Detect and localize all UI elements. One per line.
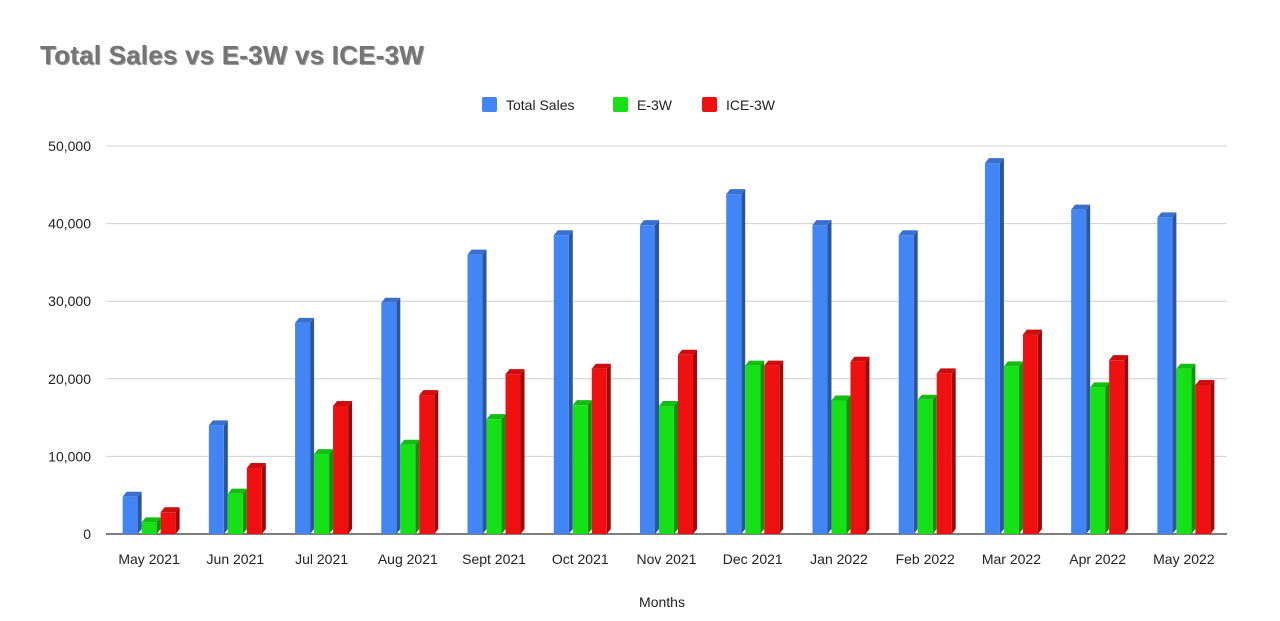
chart-title: Total Sales vs E-3W vs ICE-3W xyxy=(40,40,424,70)
bar xyxy=(208,420,228,534)
bar xyxy=(1195,380,1215,534)
bar xyxy=(419,390,439,534)
y-axis-ticks: 0 10,000 20,000 30,000 40,000 50,000 xyxy=(48,138,91,542)
bar xyxy=(1022,329,1042,534)
y-tick-label: 40,000 xyxy=(48,216,91,232)
bar xyxy=(314,449,334,534)
legend-label: ICE-3W xyxy=(726,97,776,113)
bar xyxy=(400,439,420,534)
bar xyxy=(984,158,1004,534)
bar xyxy=(1090,382,1110,534)
bar xyxy=(831,395,851,534)
bar xyxy=(1176,363,1196,534)
legend-swatch xyxy=(702,97,717,112)
y-tick-label: 0 xyxy=(83,526,91,542)
bar xyxy=(917,394,937,534)
x-tick-label: Feb 2022 xyxy=(896,551,955,567)
bar xyxy=(1071,204,1091,534)
legend-item: ICE-3W xyxy=(702,97,776,113)
x-tick-label: Jul 2021 xyxy=(295,551,348,567)
bar xyxy=(764,360,784,534)
bar xyxy=(246,463,266,534)
bar xyxy=(678,349,697,534)
bar xyxy=(295,317,315,534)
x-axis-title: Months xyxy=(639,594,685,610)
x-tick-label: May 2022 xyxy=(1153,551,1215,567)
y-tick-label: 20,000 xyxy=(48,371,91,387)
legend-swatch xyxy=(482,97,497,112)
y-tick-label: 50,000 xyxy=(48,138,91,154)
bar xyxy=(812,220,832,535)
bar xyxy=(726,189,746,534)
legend: Total Sales E-3W ICE-3W xyxy=(482,97,776,113)
bar xyxy=(1003,361,1023,534)
bar xyxy=(122,491,142,534)
bar xyxy=(333,400,353,534)
y-tick-label: 10,000 xyxy=(48,448,91,464)
bar xyxy=(936,368,956,534)
bar xyxy=(505,369,525,534)
legend-item: Total Sales xyxy=(482,97,574,113)
x-tick-label: Dec 2021 xyxy=(723,551,783,567)
legend-label: Total Sales xyxy=(506,97,574,113)
bar xyxy=(467,249,487,534)
bar xyxy=(745,360,765,534)
x-tick-label: Mar 2022 xyxy=(982,551,1041,567)
legend-label: E-3W xyxy=(637,97,673,113)
bar xyxy=(898,230,918,535)
x-tick-label: Aug 2021 xyxy=(378,551,438,567)
x-tick-label: Sept 2021 xyxy=(462,551,526,567)
bar xyxy=(160,507,180,534)
bar xyxy=(141,517,161,534)
x-tick-label: Jan 2022 xyxy=(810,551,868,567)
x-tick-label: Nov 2021 xyxy=(637,551,697,567)
bar xyxy=(381,297,401,534)
bar xyxy=(640,220,659,535)
legend-item: E-3W xyxy=(613,97,673,113)
bar xyxy=(553,230,573,535)
bar xyxy=(572,400,592,534)
bars xyxy=(122,158,1215,535)
x-tick-label: Apr 2022 xyxy=(1069,551,1126,567)
bar xyxy=(659,400,678,534)
bar xyxy=(591,363,611,534)
y-tick-label: 30,000 xyxy=(48,293,91,309)
bar xyxy=(1157,212,1177,534)
bar xyxy=(486,414,506,534)
x-tick-label: Jun 2021 xyxy=(207,551,265,567)
legend-swatch xyxy=(613,97,628,112)
bar xyxy=(1109,355,1129,534)
bar xyxy=(227,488,247,534)
x-tick-label: May 2021 xyxy=(118,551,180,567)
bar xyxy=(850,356,870,534)
x-tick-label: Oct 2021 xyxy=(552,551,609,567)
x-axis-ticks: May 2021 Jun 2021 Jul 2021 Aug 2021 Sept 202… xyxy=(118,551,1214,567)
